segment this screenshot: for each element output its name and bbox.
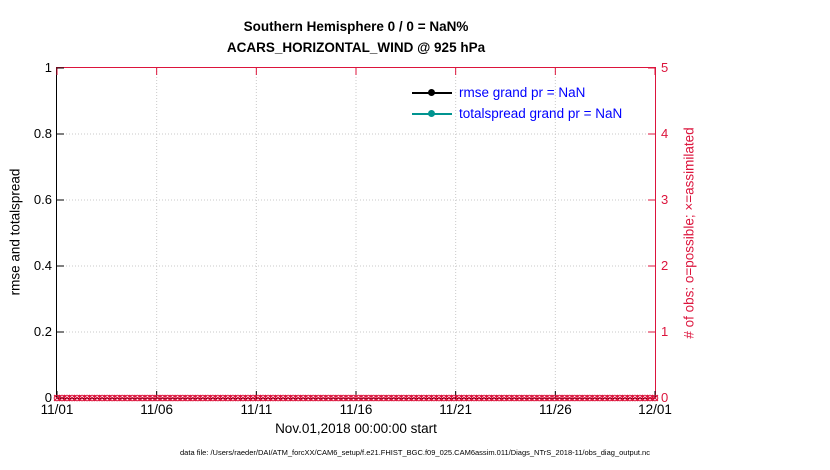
y-tick-label-left: 0.2 <box>33 324 52 339</box>
y-tick-label-left: 0 <box>44 390 52 405</box>
x-tick-label: 11/16 <box>339 402 373 417</box>
y-tick-label-right: 0 <box>661 390 669 405</box>
y-tick-label-right: 2 <box>661 258 669 273</box>
chart-title: Southern Hemisphere 0 / 0 = NaN% ACARS_H… <box>57 16 655 58</box>
y-axis-label-left: rmse and totalspread <box>7 168 23 296</box>
x-tick-label: 11/01 <box>40 402 74 417</box>
plot-area <box>53 67 659 402</box>
rmse-line-marker-icon <box>412 89 452 96</box>
y-tick-label-left: 0.6 <box>33 192 52 207</box>
y-tick-label-right: 4 <box>661 126 669 141</box>
data-file-caption: data file: /Users/raeder/DAI/ATM_forcXX/… <box>180 448 650 457</box>
y-tick-label-right: 5 <box>661 60 669 75</box>
y-axis-label-right: # of obs: o=possible; ×=assimilated <box>681 127 697 339</box>
rmse-dot-icon <box>428 89 435 96</box>
x-tick-label: 11/21 <box>439 402 473 417</box>
y-tick-label-left: 0.4 <box>33 258 52 273</box>
totalspread-line-marker-icon <box>412 110 452 117</box>
y-tick-label-right: 3 <box>661 192 669 207</box>
y-tick-label-left: 0.8 <box>33 126 52 141</box>
x-axis-label: Nov.01,2018 00:00:00 start <box>275 421 437 436</box>
x-tick-label: 11/26 <box>538 402 572 417</box>
legend-label-rmse: rmse grand pr = NaN <box>459 85 586 100</box>
y-tick-label-right: 1 <box>661 324 669 339</box>
legend-item-rmse: rmse grand pr = NaN <box>412 82 622 103</box>
chart-title-line2: ACARS_HORIZONTAL_WIND @ 925 hPa <box>226 40 486 55</box>
x-tick-label: 11/11 <box>240 402 273 417</box>
legend-label-totalspread: totalspread grand pr = NaN <box>459 106 623 121</box>
legend: rmse grand pr = NaN totalspread grand pr… <box>412 82 622 124</box>
legend-item-totalspread: totalspread grand pr = NaN <box>412 103 622 124</box>
plot-canvas <box>53 67 659 402</box>
totalspread-dot-icon <box>428 110 435 117</box>
chart-title-line1: Southern Hemisphere 0 / 0 = NaN% <box>243 19 469 34</box>
x-tick-label: 11/06 <box>140 402 174 417</box>
y-tick-label-left: 1 <box>44 60 52 75</box>
x-tick-label: 12/01 <box>638 402 672 417</box>
